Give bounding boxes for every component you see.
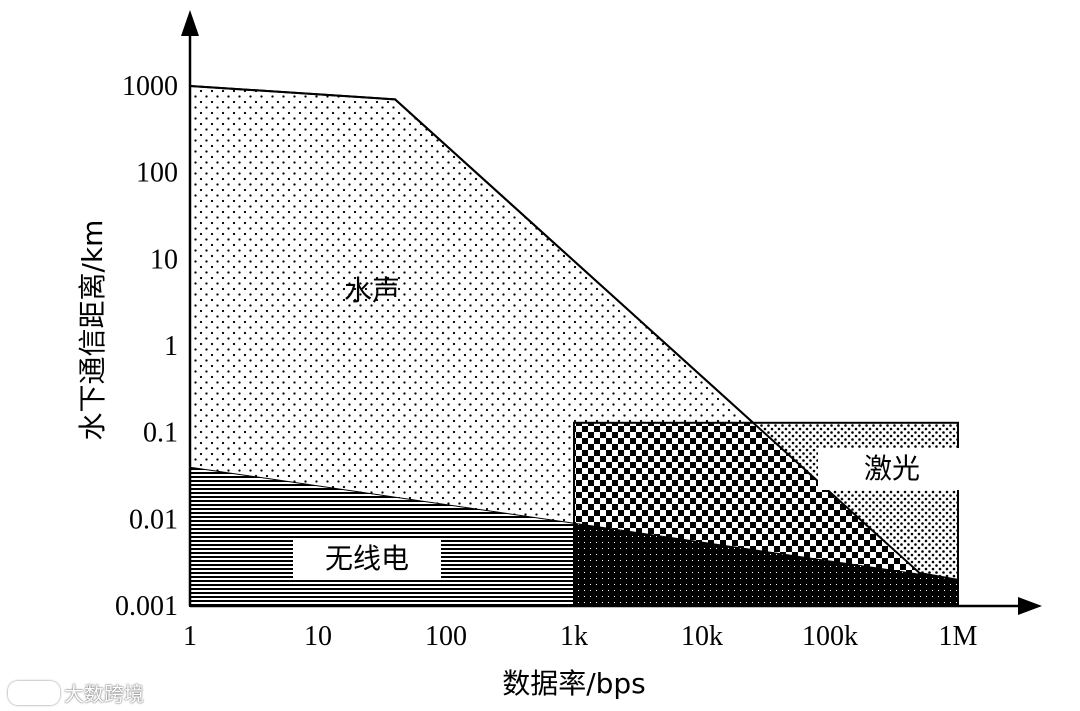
region-label: 激光 xyxy=(864,452,920,485)
region-label-box xyxy=(293,538,441,580)
y-tick-label: 10 xyxy=(150,244,178,275)
axes-layer xyxy=(181,10,1042,615)
watermark: 大数跨境 xyxy=(8,678,144,707)
x-tick-label: 10 xyxy=(304,621,332,652)
x-tick-label: 100 xyxy=(425,621,467,652)
x-axis-arrow-icon xyxy=(1018,597,1042,615)
y-tick-label: 0.001 xyxy=(115,591,178,622)
radio-laser-dark-fill xyxy=(574,523,958,606)
region-label: 无线电 xyxy=(325,542,409,575)
y-tick-label: 1 xyxy=(164,331,178,362)
y-tick-label: 0.01 xyxy=(129,504,178,535)
x-tick-label: 1M xyxy=(939,621,978,652)
region-label-box xyxy=(818,448,966,490)
regions-layer xyxy=(189,84,959,607)
x-tick-label: 10k xyxy=(681,621,723,652)
x-axis-title: 数据率/bps xyxy=(502,667,646,700)
x-tick-label: 100k xyxy=(802,621,858,652)
y-tick-label: 100 xyxy=(136,158,178,189)
watermark-logo-icon xyxy=(8,680,60,705)
ticks-layer: 1 10 100 1k 10k 100k 1M 1000 100 10 1 0.1 0.01 0.001 xyxy=(115,71,978,652)
x-tick-label: 1k xyxy=(560,621,588,652)
y-axis-title: 水下通信距离/km xyxy=(76,220,109,441)
x-tick-label: 1 xyxy=(183,621,197,652)
region-radio-laser-overlap xyxy=(574,523,958,606)
region-label: 水声 xyxy=(344,274,400,307)
acoustic-boundary-line xyxy=(189,85,959,581)
y-axis-arrow-icon xyxy=(181,10,199,36)
y-tick-label: 1000 xyxy=(122,71,178,102)
watermark-text: 大数跨境 xyxy=(64,682,144,706)
y-tick-label: 0.1 xyxy=(143,418,178,449)
